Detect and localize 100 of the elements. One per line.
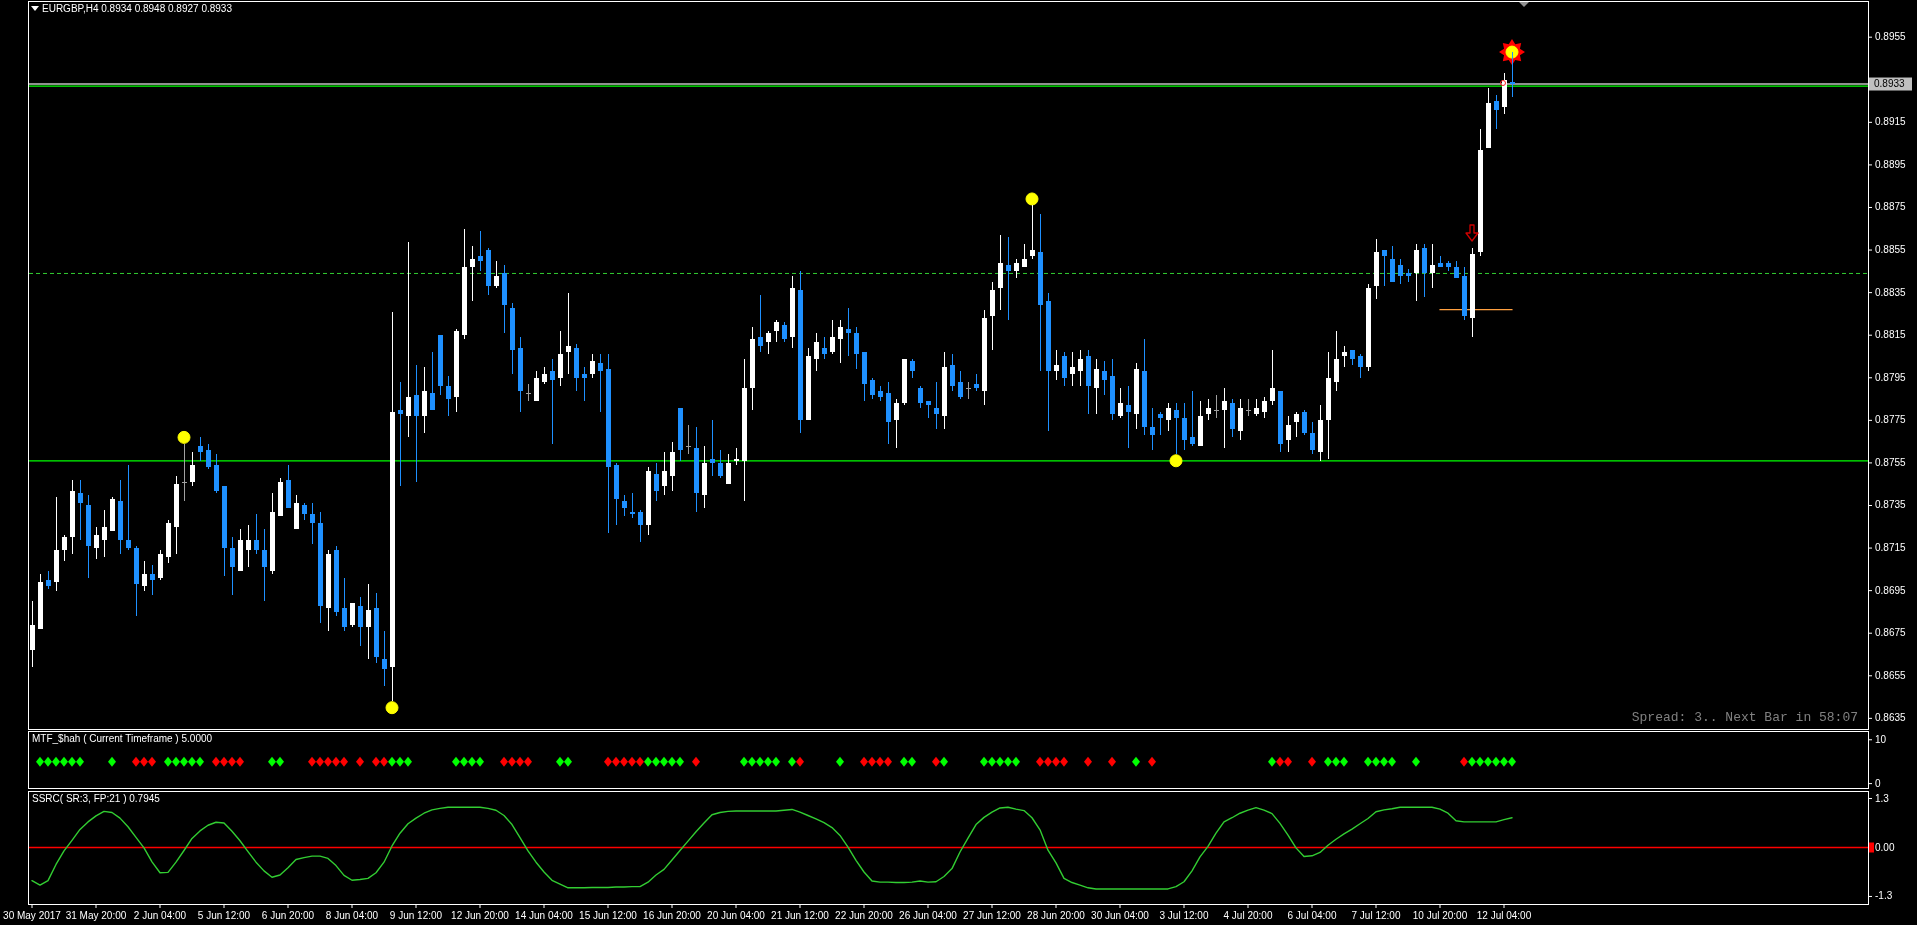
candlestick <box>933 381 939 430</box>
candlestick <box>837 319 843 364</box>
x-tick-label: 5 Jun 12:00 <box>197 910 251 921</box>
candlestick <box>781 321 787 343</box>
point <box>1169 454 1183 468</box>
candlestick <box>365 583 371 660</box>
candlestick <box>725 453 731 485</box>
y-tick-label: 0.8915 <box>1875 115 1907 127</box>
candlestick <box>1245 398 1251 417</box>
candlestick <box>1261 396 1267 419</box>
candlestick <box>381 630 387 687</box>
candlestick <box>1069 351 1075 387</box>
candlestick <box>1293 411 1299 438</box>
candlestick <box>869 377 875 400</box>
candlestick <box>309 502 315 545</box>
candlestick <box>1493 94 1499 130</box>
candlestick <box>1269 349 1275 406</box>
candlestick <box>477 230 483 272</box>
x-tick-label: 22 Jun 20:00 <box>835 910 894 921</box>
candlestick <box>1101 360 1107 396</box>
candlestick <box>229 536 235 596</box>
candlestick <box>469 245 475 302</box>
y-tick-label: 0.8795 <box>1875 371 1907 383</box>
candlestick <box>1341 345 1347 368</box>
annotation: Spread: 3.. Next Bar in 58:07 <box>1631 710 1858 725</box>
candlestick <box>149 564 155 596</box>
candlestick <box>1397 258 1403 285</box>
candlestick <box>773 319 779 343</box>
chart-title: SSRC( SR:3, FP:21 ) 0.7945 <box>32 793 161 804</box>
candlestick <box>1445 260 1451 272</box>
y-tick-label: 0.8955 <box>1875 30 1907 42</box>
candlestick <box>557 330 563 387</box>
candlestick <box>349 602 355 628</box>
point <box>1025 192 1039 206</box>
candlestick <box>429 351 435 411</box>
y-tick-label: 0.8775 <box>1875 413 1907 425</box>
x-tick-label: 27 Jun 12:00 <box>963 910 1022 921</box>
candlestick <box>717 449 723 479</box>
y-tick-label: 10 <box>1875 733 1887 745</box>
y-tick-label: 0.8635 <box>1875 712 1907 723</box>
candlestick <box>1389 245 1395 283</box>
candlestick <box>829 319 835 355</box>
candlestick <box>533 370 539 402</box>
candlestick <box>1117 387 1123 419</box>
candlestick <box>1301 409 1307 436</box>
candlestick <box>541 366 547 385</box>
candlestick <box>1381 249 1387 287</box>
ref-line-label: 0.8933 <box>1874 77 1906 89</box>
candlestick <box>957 370 963 400</box>
candlestick <box>205 443 211 470</box>
candlestick <box>197 436 203 462</box>
candlestick <box>549 358 555 445</box>
x-tick-label: 3 Jul 12:00 <box>1159 910 1209 921</box>
candlestick <box>949 353 955 392</box>
candlestick <box>341 577 347 632</box>
candlestick <box>1405 268 1411 283</box>
candlestick <box>1029 204 1035 260</box>
candlestick <box>1149 407 1155 451</box>
x-tick-label: 30 May 2017 <box>3 910 62 921</box>
candlestick <box>1221 387 1227 449</box>
candlestick <box>45 570 51 590</box>
x-tick-label: 28 Jun 20:00 <box>1027 910 1086 921</box>
x-tick-label: 6 Jun 20:00 <box>261 910 315 921</box>
y-tick-label: 1.3 <box>1875 792 1890 804</box>
candlestick <box>1157 411 1163 436</box>
candlestick <box>661 451 667 496</box>
candlestick <box>1357 353 1363 379</box>
candlestick <box>653 462 659 502</box>
x-tick-label: 30 Jun 04:00 <box>1091 910 1150 921</box>
candlestick <box>1333 330 1339 392</box>
candlestick <box>493 260 499 289</box>
line-series <box>31 806 1513 890</box>
y-tick-label: 0.8695 <box>1875 584 1907 596</box>
candlestick <box>669 441 675 492</box>
candlestick <box>301 502 307 521</box>
candlestick <box>581 366 587 402</box>
candlestick <box>845 307 851 357</box>
x-tick-label: 31 May 20:00 <box>65 910 127 921</box>
x-tick-label: 8 Jun 04:00 <box>325 910 379 921</box>
candlestick <box>1509 51 1515 98</box>
candlestick <box>909 358 915 379</box>
y-tick-label: 0.8675 <box>1875 626 1907 638</box>
candlestick <box>141 560 147 592</box>
candlestick <box>1205 398 1211 421</box>
candlestick <box>1437 255 1443 268</box>
y-tick-label: 0.8655 <box>1875 669 1907 681</box>
y-tick-label: 0.8875 <box>1875 201 1907 213</box>
candlestick <box>709 419 715 477</box>
y-tick-label: 0.8735 <box>1875 499 1907 511</box>
candlestick <box>101 509 107 558</box>
y-tick-label: 0.8855 <box>1875 243 1907 255</box>
x-tick-label: 12 Jul 04:00 <box>1476 910 1532 921</box>
candlestick <box>765 330 771 355</box>
x-tick-label: 6 Jul 04:00 <box>1287 910 1337 921</box>
candlestick <box>893 398 899 449</box>
candlestick <box>1093 358 1099 415</box>
candlestick <box>1429 243 1435 289</box>
candlestick <box>973 373 979 392</box>
candlestick <box>1125 385 1131 449</box>
candlestick <box>637 509 643 543</box>
